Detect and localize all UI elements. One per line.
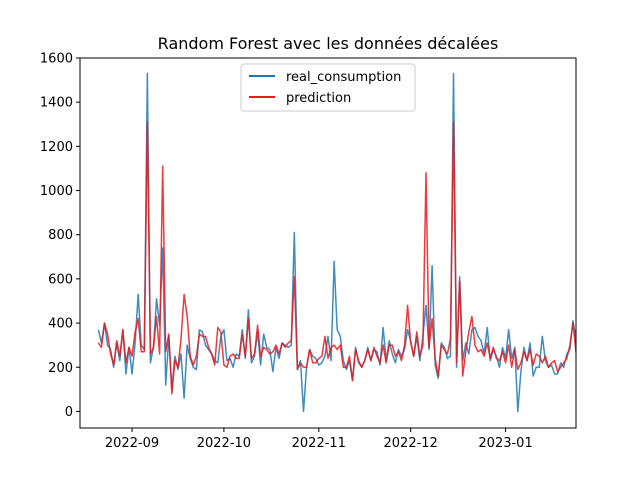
y-tick-label: 1600 — [40, 52, 73, 67]
x-tick-label: 2022-12 — [384, 436, 438, 451]
y-tick-label: 1400 — [40, 96, 73, 111]
y-tick-label: 400 — [48, 317, 73, 332]
x-tick-label: 2022-10 — [197, 436, 251, 451]
x-axis: 2022-09 2022-10 2022-11 2022-12 2023-01 — [105, 428, 533, 451]
legend-frame — [240, 63, 416, 112]
x-tick-label: 2022-09 — [105, 436, 159, 451]
x-tick-label: 2022-11 — [292, 436, 346, 451]
legend-label-real-consumption: real_consumption — [286, 70, 401, 85]
y-tick-label: 200 — [48, 361, 73, 376]
chart-title: Random Forest avec les données décalées — [158, 34, 499, 53]
y-tick-label: 1200 — [40, 140, 73, 155]
series-line-prediction — [97, 121, 576, 395]
y-axis: 0 200 400 600 800 1000 1200 1400 1600 — [40, 52, 80, 420]
y-tick-label: 1000 — [40, 184, 73, 199]
y-tick-label: 800 — [48, 228, 73, 243]
plot-frame — [79, 57, 577, 429]
plot-area — [79, 57, 577, 429]
series-line-real-consumption — [97, 72, 576, 413]
y-tick-label: 0 — [65, 405, 73, 420]
x-tick-label: 2023-01 — [478, 436, 532, 451]
y-tick-label: 600 — [48, 272, 73, 287]
legend: real_consumption prediction — [240, 63, 416, 112]
legend-label-prediction: prediction — [286, 91, 351, 106]
